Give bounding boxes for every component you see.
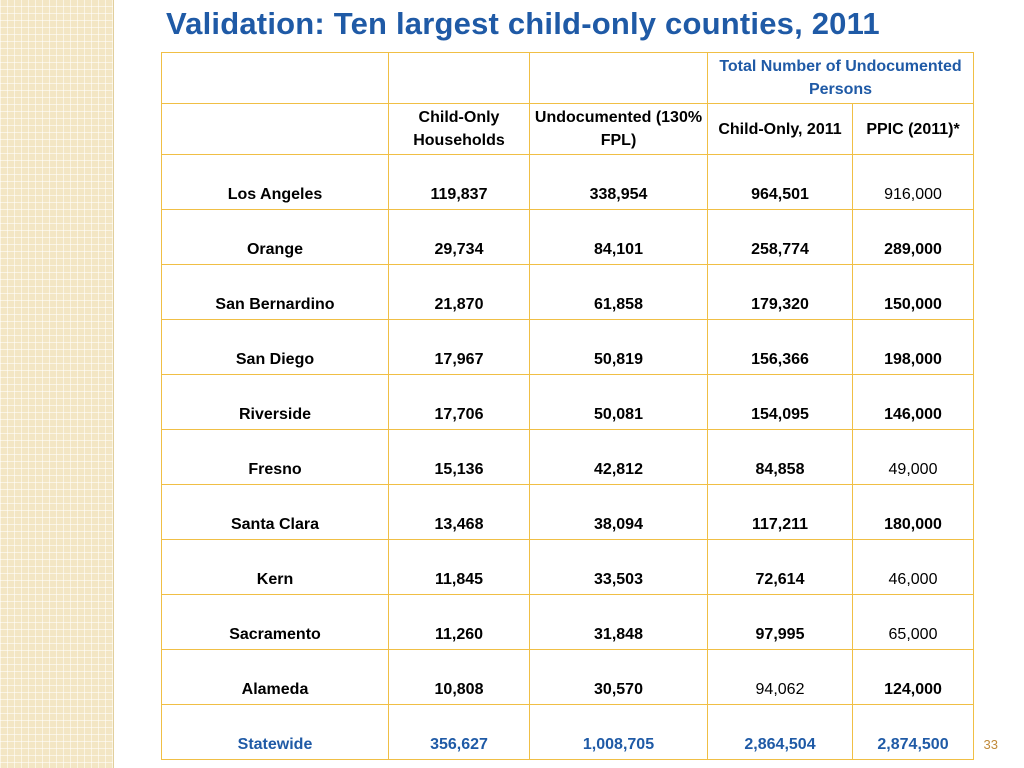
statewide-households: 356,627 [388,704,530,760]
statewide-child-only-2011: 2,864,504 [707,704,853,760]
households-value: 10,808 [388,649,530,705]
statewide-undocumented-fpl: 1,008,705 [529,704,708,760]
county-name: Fresno [161,429,389,485]
table-row: Sacramento 11,260 31,848 97,995 65,000 [161,594,975,650]
group-header-row: Total Number of Undocumented Persons [161,52,975,104]
undocumented-fpl-value: 31,848 [529,594,708,650]
county-name: Riverside [161,374,389,430]
page-number: 33 [983,737,998,752]
child-only-2011-value: 964,501 [707,154,853,210]
table-row: Kern 11,845 33,503 72,614 46,000 [161,539,975,595]
ppic-value: 49,000 [851,429,975,485]
table-row: Santa Clara 13,468 38,094 117,211 180,00… [161,484,975,540]
ppic-value: 289,000 [851,209,975,265]
table-row: Riverside 17,706 50,081 154,095 146,000 [161,374,975,430]
households-value: 15,136 [388,429,530,485]
column-header-child-only-2011: Child-Only, 2011 [707,103,853,155]
statewide-total-row: Statewide 356,627 1,008,705 2,864,504 2,… [161,704,975,760]
households-value: 17,967 [388,319,530,375]
column-header-ppic: PPIC (2011)* [851,103,975,155]
undocumented-fpl-value: 33,503 [529,539,708,595]
undocumented-fpl-value: 38,094 [529,484,708,540]
table-row: San Bernardino 21,870 61,858 179,320 150… [161,264,975,320]
households-value: 11,845 [388,539,530,595]
county-name: San Diego [161,319,389,375]
child-only-2011-value: 117,211 [707,484,853,540]
county-name: Sacramento [161,594,389,650]
decorative-side-strip [0,0,114,768]
ppic-value: 916,000 [851,154,975,210]
households-value: 17,706 [388,374,530,430]
child-only-2011-value: 84,858 [707,429,853,485]
child-only-2011-value: 179,320 [707,264,853,320]
county-table: Total Number of Undocumented Persons Chi… [161,52,975,760]
households-value: 29,734 [388,209,530,265]
child-only-2011-value: 258,774 [707,209,853,265]
table-row: Fresno 15,136 42,812 84,858 49,000 [161,429,975,485]
county-name: San Bernardino [161,264,389,320]
households-value: 119,837 [388,154,530,210]
ppic-value: 146,000 [851,374,975,430]
ppic-value: 150,000 [851,264,975,320]
child-only-2011-value: 156,366 [707,319,853,375]
households-value: 21,870 [388,264,530,320]
undocumented-fpl-value: 30,570 [529,649,708,705]
table-row: Alameda 10,808 30,570 94,062 124,000 [161,649,975,705]
statewide-label: Statewide [161,704,389,760]
column-header-undocumented-fpl: Undocumented (130% FPL) [529,103,708,155]
county-name: Alameda [161,649,389,705]
table-row: Orange 29,734 84,101 258,774 289,000 [161,209,975,265]
blank-cell [161,52,389,104]
households-value: 13,468 [388,484,530,540]
county-name: Los Angeles [161,154,389,210]
table-row: San Diego 17,967 50,819 156,366 198,000 [161,319,975,375]
county-name: Santa Clara [161,484,389,540]
child-only-2011-value: 94,062 [707,649,853,705]
undocumented-fpl-value: 61,858 [529,264,708,320]
undocumented-fpl-value: 42,812 [529,429,708,485]
undocumented-fpl-value: 338,954 [529,154,708,210]
statewide-ppic: 2,874,500 [851,704,975,760]
child-only-2011-value: 154,095 [707,374,853,430]
column-header-county [161,103,389,155]
column-header-row: Child-Only Households Undocumented (130%… [161,103,975,155]
households-value: 11,260 [388,594,530,650]
ppic-value: 180,000 [851,484,975,540]
ppic-value: 198,000 [851,319,975,375]
slide-title: Validation: Ten largest child-only count… [166,6,880,41]
undocumented-fpl-value: 50,081 [529,374,708,430]
group-header-total-undocumented: Total Number of Undocumented Persons [706,52,975,104]
undocumented-fpl-value: 50,819 [529,319,708,375]
table-row: Los Angeles 119,837 338,954 964,501 916,… [161,154,975,210]
county-name: Kern [161,539,389,595]
blank-cell [388,52,530,104]
child-only-2011-value: 72,614 [707,539,853,595]
undocumented-fpl-value: 84,101 [529,209,708,265]
blank-cell [529,52,708,104]
child-only-2011-value: 97,995 [707,594,853,650]
ppic-value: 124,000 [851,649,975,705]
county-name: Orange [161,209,389,265]
column-header-households: Child-Only Households [388,103,530,155]
ppic-value: 65,000 [851,594,975,650]
ppic-value: 46,000 [851,539,975,595]
